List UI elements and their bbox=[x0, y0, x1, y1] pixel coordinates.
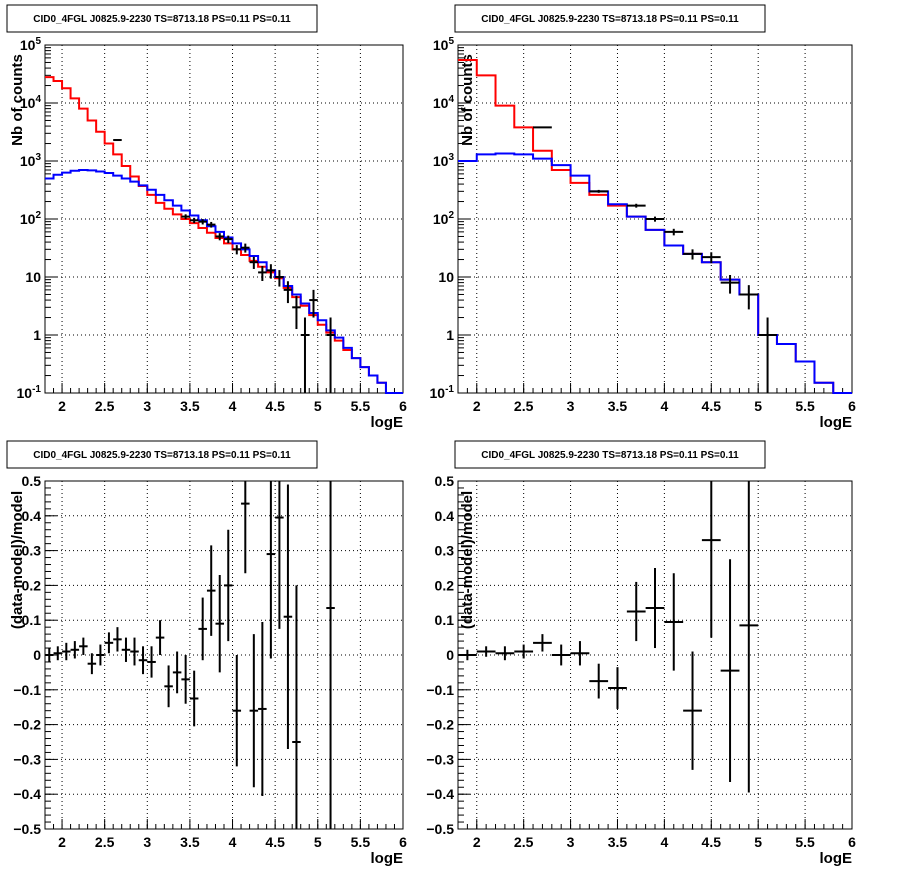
y-tick-label: 105 bbox=[20, 36, 42, 53]
x-tick-label: 5 bbox=[754, 834, 762, 850]
chart-panel-3: 2 2.5 3 3.5 4 4.5 5 5.5 6 −0.5 −0.4 −0.3 −0.2 −0.1 0 0.… bbox=[6, 440, 407, 867]
x-tick-label: 6 bbox=[848, 834, 856, 850]
x-tick-label: 5.5 bbox=[795, 398, 815, 414]
y-tick-label: −0.4 bbox=[13, 786, 41, 802]
x-tick-label: 4 bbox=[660, 834, 668, 850]
y-tick-label: 102 bbox=[20, 210, 42, 227]
x-tick-label: 4.5 bbox=[702, 834, 722, 850]
y-axis-label: Nb of counts bbox=[459, 54, 476, 146]
x-axis-label: logE bbox=[820, 850, 853, 867]
x-tick-label: 4 bbox=[229, 398, 237, 414]
chart-title: CID0_4FGL J0825.9-2230 TS=8713.18 PS=0.1… bbox=[481, 14, 739, 25]
chart-title: CID0_4FGL J0825.9-2230 TS=8713.18 PS=0.1… bbox=[33, 450, 291, 461]
x-tick-label: 3.5 bbox=[180, 398, 200, 414]
x-tick-label: 5 bbox=[314, 834, 322, 850]
x-tick-label: 3 bbox=[567, 398, 575, 414]
y-tick-label: 0 bbox=[446, 647, 454, 663]
y-tick-label: 1 bbox=[33, 327, 41, 343]
y-tick-label: −0.5 bbox=[13, 821, 41, 837]
y-tick-label: 10 bbox=[438, 269, 454, 285]
x-tick-label: 3.5 bbox=[180, 834, 200, 850]
y-tick-label: 0.3 bbox=[435, 543, 455, 559]
y-tick-label: −0.3 bbox=[13, 751, 41, 767]
y-tick-label: −0.3 bbox=[426, 751, 454, 767]
y-tick-label: 0 bbox=[33, 647, 41, 663]
y-tick-label: 0.1 bbox=[22, 612, 42, 628]
x-tick-label: 5 bbox=[314, 398, 322, 414]
y-tick-label: 1 bbox=[446, 327, 454, 343]
x-tick-label: 4.5 bbox=[702, 398, 722, 414]
y-axis-label: (data-model)/model bbox=[9, 491, 26, 629]
chart-title: CID0_4FGL J0825.9-2230 TS=8713.18 PS=0.1… bbox=[481, 450, 739, 461]
x-axis-label: logE bbox=[371, 850, 404, 867]
histogram-series-2 bbox=[458, 152, 852, 394]
y-tick-label: 0.5 bbox=[22, 473, 42, 489]
x-tick-label: 6 bbox=[399, 398, 407, 414]
y-tick-label: 104 bbox=[20, 94, 42, 111]
x-tick-label: 4 bbox=[660, 398, 668, 414]
x-axis-label: logE bbox=[371, 414, 404, 431]
x-tick-label: 5 bbox=[754, 398, 762, 414]
y-tick-label: −0.2 bbox=[426, 717, 454, 733]
x-tick-label: 2.5 bbox=[514, 834, 534, 850]
x-tick-label: 3 bbox=[143, 834, 151, 850]
x-tick-label: 2.5 bbox=[95, 398, 115, 414]
x-tick-label: 2.5 bbox=[514, 398, 534, 414]
x-tick-label: 6 bbox=[848, 398, 856, 414]
y-tick-label: 104 bbox=[433, 94, 455, 111]
x-tick-label: 4 bbox=[229, 834, 237, 850]
plot-frame bbox=[44, 44, 404, 394]
y-tick-label: −0.5 bbox=[426, 821, 454, 837]
y-tick-label: −0.1 bbox=[426, 682, 454, 698]
y-tick-label: 103 bbox=[20, 152, 42, 169]
x-tick-label: 6 bbox=[399, 834, 407, 850]
x-tick-label: 5.5 bbox=[351, 398, 371, 414]
y-tick-label: 0.5 bbox=[435, 473, 455, 489]
x-tick-label: 2 bbox=[58, 398, 66, 414]
x-tick-label: 4.5 bbox=[265, 398, 285, 414]
x-tick-label: 3 bbox=[567, 834, 575, 850]
y-tick-label: −0.1 bbox=[13, 682, 41, 698]
y-tick-label: 10-1 bbox=[430, 384, 455, 401]
title-box bbox=[454, 440, 766, 469]
y-tick-label: 102 bbox=[433, 210, 455, 227]
y-tick-label: 105 bbox=[433, 36, 455, 53]
y-tick-label: 0.1 bbox=[435, 612, 455, 628]
chart-panel-2: 2 2.5 3 3.5 4 4.5 5 5.5 6 10-1 1 10 102 103 104 105 CID0… bbox=[430, 4, 856, 431]
y-tick-label: 0.2 bbox=[22, 577, 42, 593]
x-tick-label: 3.5 bbox=[608, 398, 628, 414]
chart-panel-4: 2 2.5 3 3.5 4 4.5 5 5.5 6 −0.5 −0.4 −0.3 −0.2 −0.1 0 0.… bbox=[426, 440, 856, 867]
y-tick-label: 10 bbox=[25, 269, 41, 285]
x-tick-label: 5.5 bbox=[795, 834, 815, 850]
y-tick-label: 0.2 bbox=[435, 577, 455, 593]
histogram-series-2 bbox=[45, 168, 403, 394]
chart-panel-1: 2 2.5 3 3.5 4 4.5 5 5.5 6 10-1 1 10 102 103 104 105 CID0… bbox=[6, 4, 407, 431]
x-tick-label: 3.5 bbox=[608, 834, 628, 850]
y-tick-label: −0.4 bbox=[426, 786, 454, 802]
x-tick-label: 2.5 bbox=[95, 834, 115, 850]
x-tick-label: 2 bbox=[58, 834, 66, 850]
y-axis-label: (data-model)/model bbox=[459, 491, 476, 629]
y-axis-label: Nb of counts bbox=[9, 54, 26, 146]
y-tick-label: 0.4 bbox=[435, 508, 455, 524]
x-axis-label: logE bbox=[820, 414, 853, 431]
y-tick-label: 10-1 bbox=[17, 384, 42, 401]
x-tick-label: 5.5 bbox=[351, 834, 371, 850]
y-tick-label: −0.2 bbox=[13, 717, 41, 733]
title-box bbox=[6, 440, 318, 469]
chart-title: CID0_4FGL J0825.9-2230 TS=8713.18 PS=0.1… bbox=[33, 14, 291, 25]
y-tick-label: 103 bbox=[433, 152, 455, 169]
x-tick-label: 3 bbox=[143, 398, 151, 414]
x-tick-label: 2 bbox=[473, 398, 481, 414]
y-tick-label: 0.4 bbox=[22, 508, 42, 524]
x-tick-label: 4.5 bbox=[265, 834, 285, 850]
title-box bbox=[454, 4, 766, 33]
title-box bbox=[6, 4, 318, 33]
y-tick-label: 0.3 bbox=[22, 543, 42, 559]
x-tick-label: 2 bbox=[473, 834, 481, 850]
